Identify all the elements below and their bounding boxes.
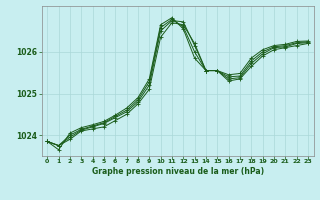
X-axis label: Graphe pression niveau de la mer (hPa): Graphe pression niveau de la mer (hPa) — [92, 167, 264, 176]
